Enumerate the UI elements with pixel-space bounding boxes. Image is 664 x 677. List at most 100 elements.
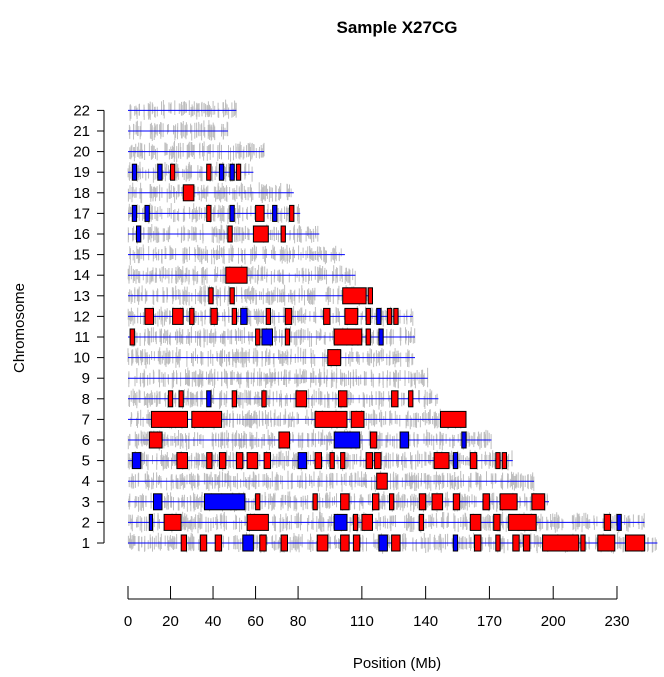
chromosome-8-track [128, 388, 439, 410]
segment-gain [344, 307, 359, 325]
segment-loss [452, 534, 459, 552]
segment-gain [391, 390, 399, 408]
segment-gain [208, 287, 214, 305]
segment-loss [616, 513, 622, 531]
y-tick-label: 10 [73, 350, 90, 367]
segment-loss [461, 431, 467, 449]
chromosome-3-track [128, 491, 549, 513]
segment-gain [361, 513, 373, 531]
segment-gain [391, 534, 401, 552]
segment-loss [376, 307, 382, 325]
segment-gain [495, 452, 501, 470]
segment-gain [312, 493, 318, 511]
segment-gain [246, 452, 259, 470]
segment-loss [131, 163, 138, 181]
segment-gain [376, 472, 388, 490]
segment-loss [218, 163, 225, 181]
chromosome-11-track [128, 326, 416, 348]
segment-gain [531, 493, 546, 511]
y-tick-label: 17 [73, 205, 90, 222]
chromosome-1-track [127, 532, 658, 554]
segment-gain [284, 328, 291, 346]
segment-gain [235, 163, 242, 181]
segment-loss [153, 493, 163, 511]
segment-gain [314, 410, 348, 428]
chromosome-16-track [127, 223, 320, 245]
segment-loss [297, 452, 308, 470]
segment-gain [191, 410, 223, 428]
x-axis: 0 20 40 60 80 110 140 170 200 230 [124, 586, 629, 630]
segment-gain [259, 534, 267, 552]
y-tick-label: 8 [82, 391, 90, 408]
segment-gain [206, 204, 212, 222]
chromosome-10-probes [127, 346, 414, 369]
segment-gain [316, 534, 329, 552]
y-tick-label: 9 [82, 370, 90, 387]
segment-gain [508, 513, 537, 531]
segment-gain [150, 410, 188, 428]
x-tick-label: 170 [477, 613, 502, 630]
chromosome-13-track [128, 284, 374, 307]
segment-loss [333, 431, 361, 449]
segment-gain [210, 307, 218, 325]
segment-gain [129, 328, 135, 346]
segment-gain [522, 534, 531, 552]
segment-gain [214, 534, 223, 552]
x-tick-label: 40 [205, 613, 222, 630]
segment-gain [482, 493, 490, 511]
x-tick-label: 60 [247, 613, 264, 630]
segment-gain [182, 184, 195, 202]
chromosome-22-track [128, 99, 237, 121]
chromosome-5-track [127, 449, 513, 472]
segment-gain [295, 390, 308, 408]
segment-gain [329, 452, 335, 470]
segment-gain [625, 534, 646, 552]
segment-gain [350, 410, 365, 428]
segment-loss [148, 513, 154, 531]
segment-loss [261, 328, 273, 346]
segment-gain [340, 493, 350, 511]
segment-gain [163, 513, 182, 531]
segment-loss [204, 493, 246, 511]
y-tick-label: 5 [82, 453, 90, 470]
segment-gain [180, 534, 187, 552]
segment-gain [231, 390, 237, 408]
segment-gain [365, 307, 371, 325]
chromosome-21-track [128, 120, 229, 141]
y-tick-label: 6 [82, 432, 90, 449]
segment-gain [499, 493, 518, 511]
segment-gain [369, 431, 378, 449]
segment-loss [131, 452, 142, 470]
segment-loss [229, 163, 235, 181]
segment-gain [340, 452, 346, 470]
segment-gain [342, 287, 367, 305]
segment-gain [418, 493, 427, 511]
y-tick-label: 16 [73, 226, 90, 243]
x-tick-label: 20 [162, 613, 179, 630]
segment-gain [440, 410, 467, 428]
segment-gain [235, 452, 244, 470]
segment-loss [136, 225, 142, 243]
y-tick-label: 3 [82, 494, 90, 511]
segment-gain [469, 452, 478, 470]
segment-gain [246, 513, 269, 531]
chromosome-7-track [128, 408, 467, 431]
segment-gain [580, 534, 586, 552]
segment-gain [365, 452, 374, 470]
segment-gain [340, 534, 350, 552]
x-tick-label: 80 [290, 613, 307, 630]
segment-gain [389, 493, 395, 511]
x-axis-label: Position (Mb) [353, 655, 441, 672]
segment-gain [263, 452, 272, 470]
segment-gain [176, 452, 188, 470]
segment-gain [603, 513, 612, 531]
chromosome-18-track [127, 182, 294, 204]
segment-gain [206, 452, 213, 470]
chart-title: Sample X27CG [337, 18, 458, 37]
segment-gain [167, 390, 174, 408]
segment-gain [469, 513, 482, 531]
y-tick-label: 12 [73, 308, 90, 325]
segment-gain [367, 287, 374, 305]
segment-loss [452, 452, 459, 470]
chromosome-20-track [128, 140, 265, 162]
